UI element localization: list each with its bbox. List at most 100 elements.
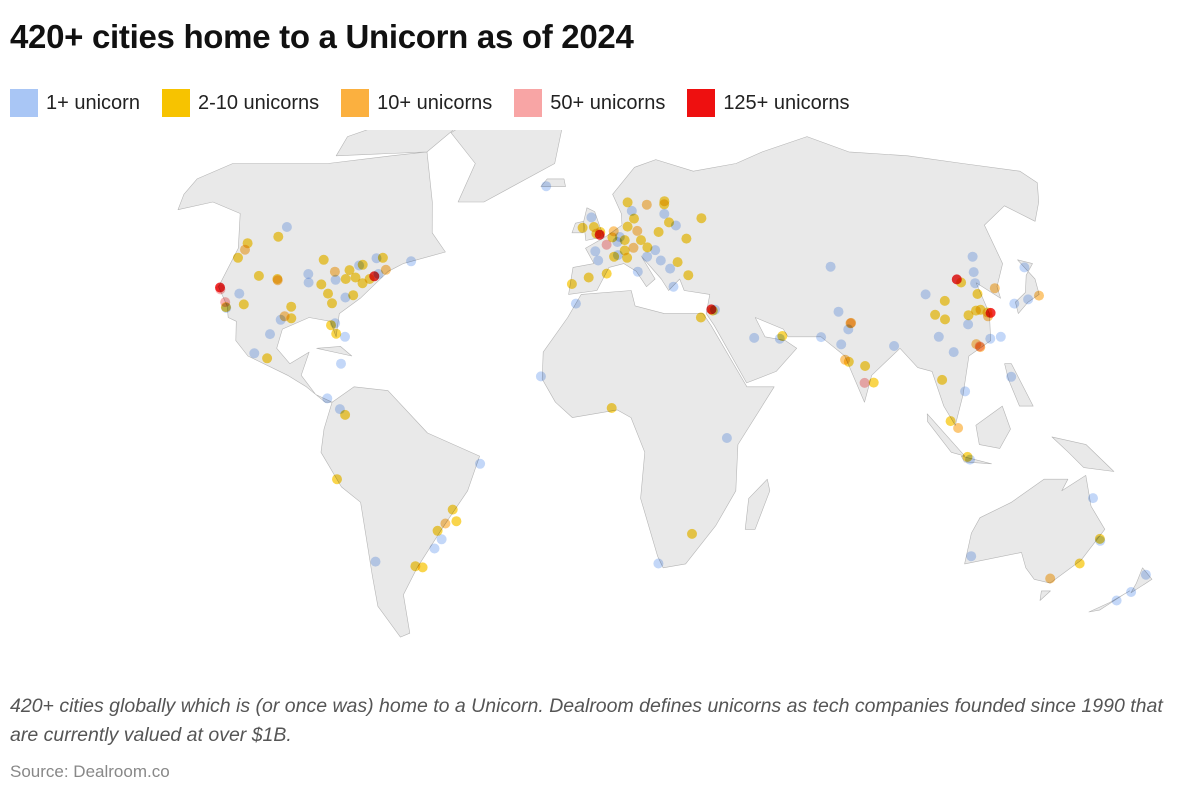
city-dot-tier-1 [303, 269, 314, 279]
city-dot-tier-2 [629, 213, 639, 224]
city-dot-tier-2 [636, 235, 646, 246]
city-dot-tier-3 [632, 225, 643, 236]
city-dot-tier-3 [975, 342, 986, 353]
city-dot-tier-2 [622, 197, 633, 208]
city-dot-tier-1 [670, 220, 681, 231]
city-dot-tier-2 [233, 252, 243, 263]
city-dot-tier-1 [586, 212, 597, 223]
landmass-greenland [450, 130, 562, 203]
city-dot-tier-2 [687, 528, 697, 539]
city-dot-tier-1 [336, 358, 346, 369]
city-dot-tier-2 [316, 279, 327, 290]
city-dot-tier-1 [960, 386, 971, 397]
city-dot-tier-1 [721, 433, 732, 443]
city-dot-tier-1 [249, 348, 260, 359]
city-dot-tier-1 [330, 318, 341, 329]
city-dot-tier-1 [1023, 294, 1034, 305]
city-dot-tier-2 [622, 221, 633, 232]
landmass-arctic-islands [335, 130, 454, 157]
city-dot-tier-1 [966, 551, 977, 562]
city-dot-tier-2 [272, 274, 283, 284]
city-dot-tier-4 [859, 377, 870, 388]
city-dot-tier-1 [833, 306, 844, 317]
city-dot-tier-1 [653, 558, 664, 569]
city-dot-tier-1 [668, 281, 679, 292]
city-dot-tier-3 [989, 283, 1000, 294]
city-dot-tier-2 [327, 298, 337, 309]
city-dot-tier-3 [641, 199, 652, 210]
city-dot-tier-1 [659, 208, 670, 219]
legend-item-125plus: 125+ unicorns [687, 89, 850, 117]
city-dot-tier-2 [695, 312, 706, 323]
city-dot-tier-2 [860, 361, 871, 371]
city-dot-tier-1 [436, 534, 447, 545]
city-dot-tier-1 [590, 246, 601, 257]
city-dot-tier-1 [475, 458, 486, 469]
city-dot-tier-1 [933, 331, 944, 342]
legend-swatch [687, 89, 716, 117]
legend-swatch [341, 89, 370, 117]
city-dot-tier-2 [583, 272, 594, 283]
landmass-australia [964, 475, 1106, 584]
city-dot-tier-2 [273, 231, 284, 242]
city-dot-tier-1 [1019, 262, 1030, 273]
city-dot-tier-1 [281, 222, 292, 232]
city-dot-tier-2 [577, 222, 588, 233]
city-dot-tier-2 [622, 252, 633, 263]
city-dot-tier-1 [1095, 535, 1106, 546]
city-dot-tier-1 [665, 263, 676, 274]
landmass-tasmania [1039, 590, 1051, 601]
city-dot-tier-1 [340, 292, 351, 303]
city-dot-tier-1 [371, 253, 382, 264]
city-dot-tier-2 [591, 228, 602, 239]
city-dot-tier-2 [696, 213, 707, 224]
city-dot-tier-1 [221, 302, 232, 313]
city-dot-tier-2 [659, 199, 670, 210]
city-dot-tier-1 [825, 261, 836, 272]
city-dot-tier-2 [956, 277, 967, 288]
city-dot-tier-1 [612, 237, 623, 247]
city-dot-tier-1 [593, 255, 604, 266]
legend-label: 2-10 unicorns [197, 91, 320, 114]
city-dot-tier-2 [1074, 558, 1085, 569]
chart-title: 420+ cities home to a Unicorn as of 2024 [10, 18, 634, 55]
city-dot-tier-1 [373, 269, 384, 279]
city-dot-tier-1 [322, 393, 333, 404]
city-dot-tier-1 [275, 314, 286, 325]
city-dot-tier-1 [632, 266, 643, 277]
city-dot-tier-1 [234, 288, 245, 299]
landmass-cuba [316, 346, 353, 357]
city-dot-tier-2 [451, 516, 462, 527]
legend: 1+ unicorn 2-10 unicorns 10+ unicorns 50… [10, 89, 872, 117]
city-dot-tier-2 [432, 525, 443, 536]
city-dot-tier-2 [971, 305, 981, 316]
city-dot-tier-1 [642, 251, 653, 262]
city-dot-tier-2 [937, 374, 948, 385]
city-dot-tier-2 [972, 289, 983, 299]
city-dot-tier-4 [601, 239, 612, 250]
city-dot-tier-2 [318, 254, 329, 265]
city-dot-tier-1 [985, 333, 996, 344]
city-dot-tier-1 [816, 332, 827, 343]
city-dot-tier-3 [380, 264, 391, 275]
city-dot-tier-3 [1034, 290, 1044, 301]
city-dot-tier-3 [1045, 573, 1056, 584]
city-dot-tier-4 [215, 284, 226, 295]
city-dot-tier-2 [940, 314, 950, 325]
city-dot-tier-2 [286, 313, 297, 324]
legend-label: 1+ unicorn [46, 91, 140, 114]
city-dot-tier-1 [967, 251, 978, 262]
city-dot-tier-2 [601, 268, 612, 279]
city-dot-tier-2 [945, 416, 956, 427]
caption: 420+ cities globally which is (or once w… [10, 695, 1163, 746]
city-dot-tier-2 [417, 562, 428, 573]
city-dot-tier-2 [286, 301, 297, 312]
city-dot-tier-1 [570, 298, 581, 309]
city-dot-tier-2 [843, 356, 854, 367]
city-dot-tier-1 [1088, 493, 1098, 504]
city-dot-tier-3 [329, 266, 340, 277]
legend-item-50plus: 50+ unicorns [514, 89, 665, 117]
city-dot-tier-2 [447, 504, 458, 515]
city-dot-tier-2 [672, 257, 683, 268]
city-dot-tier-2 [323, 288, 333, 299]
